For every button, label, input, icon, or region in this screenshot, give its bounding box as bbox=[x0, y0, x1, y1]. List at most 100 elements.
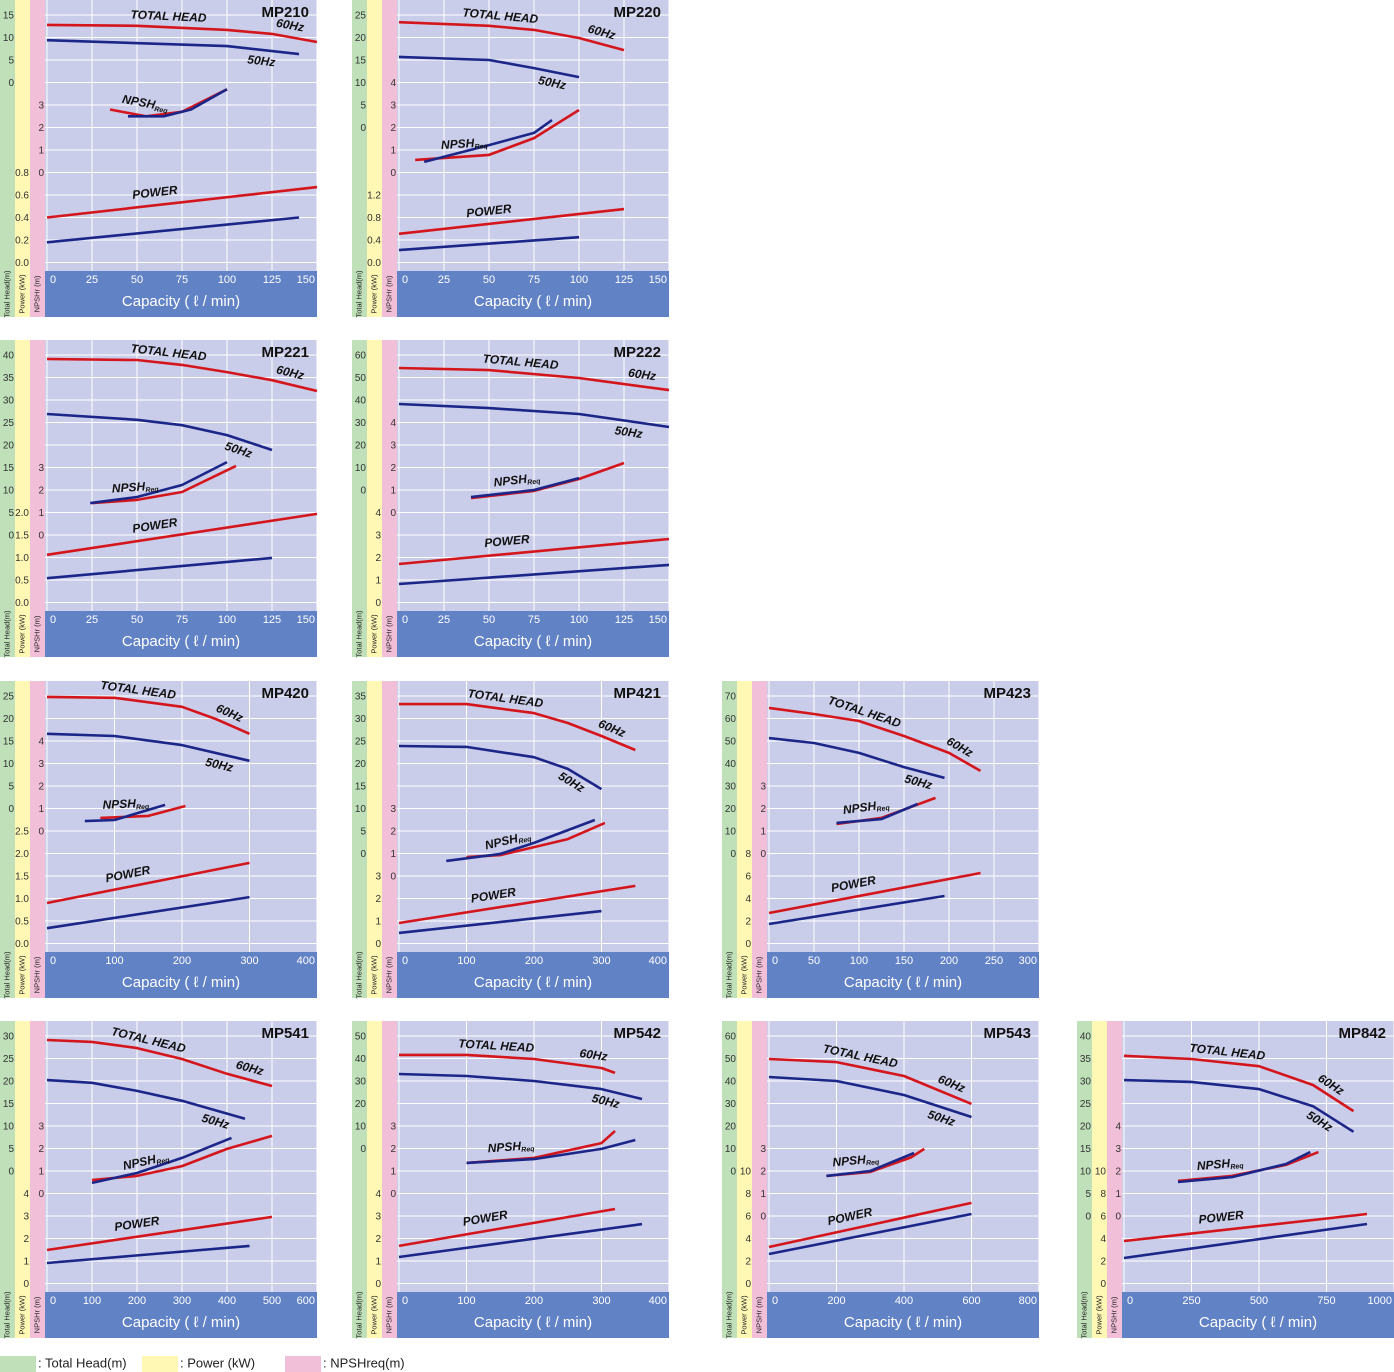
y-tick-label: 0 bbox=[38, 168, 44, 179]
y-tick-label: 2 bbox=[760, 804, 766, 815]
x-tick-label: 500 bbox=[263, 1295, 281, 1307]
curve bbox=[46, 38, 300, 56]
axis-column bbox=[15, 681, 30, 998]
y-tick-label: 0 bbox=[745, 1279, 751, 1290]
curve bbox=[398, 20, 625, 52]
y-axis-title: Power (kW) bbox=[369, 274, 378, 314]
curve-label: NPSHReq bbox=[441, 135, 489, 153]
curve bbox=[398, 55, 580, 79]
y-axis-title: Total Head(m) bbox=[354, 270, 363, 318]
y-tick-label: 3 bbox=[375, 531, 381, 542]
curve-label: NPSHReq bbox=[832, 1151, 880, 1170]
x-axis-title: Capacity ( ℓ / min) bbox=[474, 633, 592, 650]
y-tick-label: 3 bbox=[38, 101, 44, 112]
x-tick-label: 250 bbox=[985, 955, 1003, 967]
curve bbox=[1123, 1054, 1355, 1113]
y-tick-label: 0.6 bbox=[15, 191, 29, 202]
y-tick-label: 1 bbox=[375, 576, 381, 587]
chart-title: MP221 bbox=[261, 344, 309, 361]
y-tick-label: 1 bbox=[38, 146, 44, 157]
y-tick-label: 60 bbox=[725, 714, 737, 725]
y-tick-label: 1 bbox=[390, 849, 396, 860]
y-tick-label: 4 bbox=[390, 78, 396, 89]
axis-column bbox=[1077, 1021, 1092, 1338]
y-tick-label: 0.0 bbox=[15, 598, 29, 609]
y-tick-label: 3 bbox=[1115, 1144, 1121, 1155]
axis-column bbox=[352, 340, 367, 657]
y-axis-title: NPSHr (m) bbox=[32, 615, 41, 652]
curve-label-sub: Req bbox=[527, 478, 542, 487]
y-tick-label: 4 bbox=[23, 1189, 29, 1200]
curve-label-sub: Req bbox=[474, 143, 488, 151]
y-tick-label: 3 bbox=[38, 463, 44, 474]
curve bbox=[46, 357, 318, 393]
y-tick-label: 5 bbox=[360, 827, 366, 838]
chart-title: MP220 bbox=[613, 4, 661, 21]
curve bbox=[398, 366, 670, 392]
y-tick-label: 0 bbox=[38, 1189, 44, 1200]
curve-label-sub: Req bbox=[866, 1159, 881, 1167]
legend-swatch bbox=[142, 1356, 178, 1372]
plot-area bbox=[397, 340, 669, 611]
x-tick-label: 75 bbox=[528, 614, 540, 626]
x-tick-label: 400 bbox=[649, 955, 667, 967]
y-tick-label: 10 bbox=[725, 1144, 737, 1155]
y-tick-label: 30 bbox=[355, 1077, 367, 1088]
curve bbox=[1177, 1150, 1311, 1184]
curve-label-text: POWER bbox=[132, 183, 179, 202]
x-axis-band bbox=[767, 1292, 1039, 1338]
curve-label: NPSHReq bbox=[1196, 1155, 1244, 1174]
curve-label-text: 60Hz bbox=[627, 366, 657, 384]
y-axis-title: Total Head(m) bbox=[354, 610, 363, 658]
x-tick-label: 25 bbox=[86, 274, 98, 286]
curve-label-text: POWER bbox=[470, 885, 517, 906]
y-tick-label: 2 bbox=[38, 486, 44, 497]
y-tick-label: 30 bbox=[725, 1099, 737, 1110]
x-tick-label: 100 bbox=[570, 614, 588, 626]
x-tick-label: 150 bbox=[649, 614, 667, 626]
x-tick-label: 0 bbox=[1127, 1295, 1133, 1307]
y-tick-label: 10 bbox=[1080, 1167, 1092, 1178]
x-tick-label: 600 bbox=[962, 1295, 980, 1307]
axis-column bbox=[382, 1021, 397, 1338]
curve bbox=[768, 736, 945, 780]
x-tick-label: 300 bbox=[173, 1295, 191, 1307]
curve bbox=[470, 476, 580, 499]
x-axis-title: Capacity ( ℓ / min) bbox=[122, 974, 240, 991]
curve-label: POWER bbox=[466, 202, 513, 221]
curve bbox=[46, 1038, 273, 1088]
y-tick-label: 30 bbox=[3, 1032, 15, 1043]
curve-label: POWER bbox=[470, 885, 517, 906]
x-tick-label: 50 bbox=[483, 274, 495, 286]
curve bbox=[1123, 1078, 1355, 1133]
y-tick-label: 3 bbox=[38, 759, 44, 770]
axis-column bbox=[367, 340, 382, 657]
curve bbox=[768, 706, 982, 773]
y-tick-label: 0 bbox=[8, 1167, 14, 1178]
x-tick-label: 150 bbox=[297, 274, 315, 286]
curve bbox=[90, 460, 228, 505]
y-tick-label: 20 bbox=[355, 441, 367, 452]
x-axis-title: Capacity ( ℓ / min) bbox=[474, 974, 592, 991]
chart-title: MP543 bbox=[983, 1025, 1031, 1042]
y-tick-label: 25 bbox=[355, 11, 367, 22]
chart-panel: 0 25 50 75 100 125 15005101520253035400.00.51.… bbox=[0, 340, 318, 658]
curve bbox=[768, 1212, 972, 1256]
curve bbox=[768, 894, 945, 926]
x-tick-label: 0 bbox=[50, 274, 56, 286]
y-tick-label: 10 bbox=[3, 759, 15, 770]
curve bbox=[46, 1078, 246, 1121]
curve bbox=[466, 1138, 636, 1165]
curve-label-text: 60Hz bbox=[275, 16, 305, 35]
x-tick-label: 0 bbox=[50, 614, 56, 626]
y-tick-label: 20 bbox=[725, 804, 737, 815]
x-tick-label: 100 bbox=[218, 274, 236, 286]
axis-column bbox=[382, 681, 397, 998]
curve bbox=[399, 702, 636, 752]
curve-label-sub: Req bbox=[154, 106, 169, 115]
y-tick-label: 20 bbox=[355, 1099, 367, 1110]
y-tick-label: 4 bbox=[38, 737, 44, 748]
